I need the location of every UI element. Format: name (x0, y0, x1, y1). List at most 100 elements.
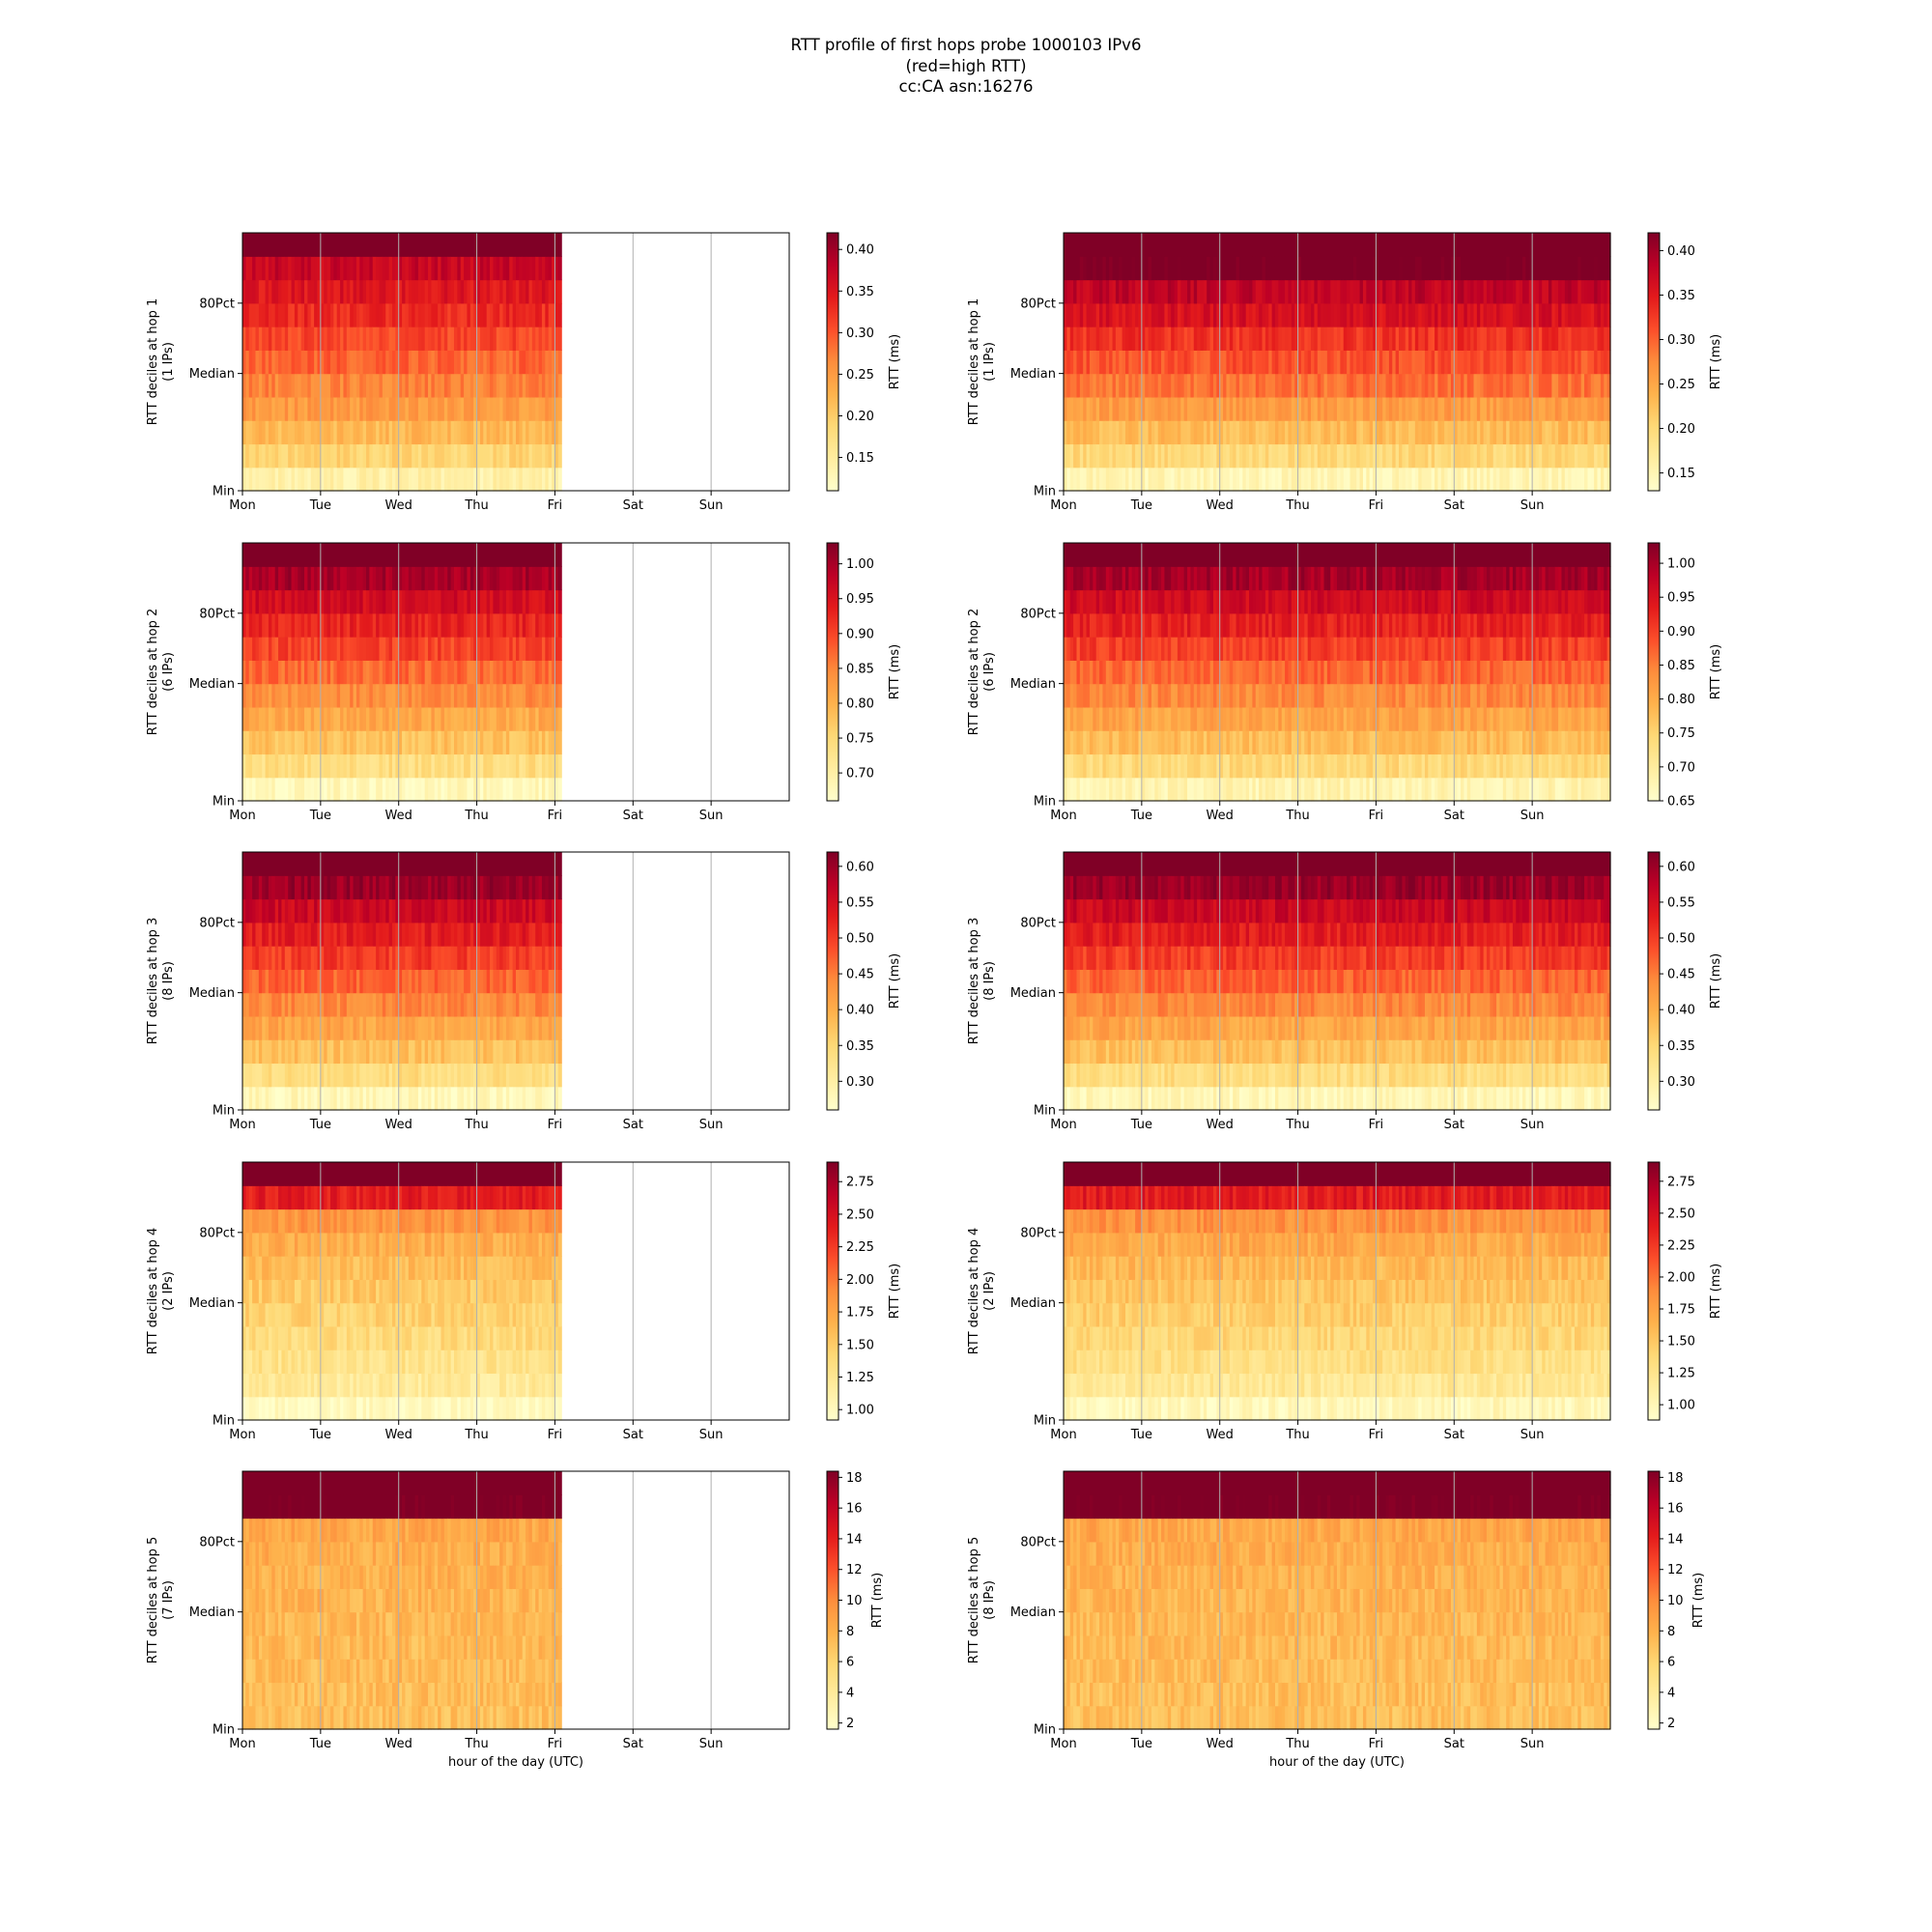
heatmap-cell (1580, 302, 1585, 327)
heatmap-cell (1333, 279, 1338, 304)
heatmap-cell (1255, 233, 1260, 257)
heatmap-cell (1285, 706, 1290, 731)
heatmap-cell (1236, 350, 1240, 375)
heatmap-cell (526, 543, 530, 567)
heatmap-cell (405, 279, 410, 304)
heatmap-cell (486, 660, 491, 685)
heatmap-cell (1183, 730, 1188, 755)
heatmap-cell (1297, 730, 1302, 755)
heatmap-cell (1590, 467, 1595, 492)
heatmap-cell (545, 420, 550, 445)
heatmap-cell (355, 279, 360, 304)
heatmap-cell (402, 233, 407, 257)
heatmap-cell (467, 660, 471, 685)
heatmap-cell (483, 612, 488, 638)
heatmap-cell (1219, 660, 1224, 685)
heatmap-cell (336, 443, 341, 469)
heatmap-cell (395, 350, 400, 375)
heatmap-cell (1359, 279, 1364, 304)
heatmap-cell (1516, 350, 1520, 375)
heatmap-cell (1291, 566, 1295, 591)
heatmap-cell (391, 327, 396, 351)
heatmap-cell (538, 777, 543, 802)
heatmap-cell (541, 443, 546, 469)
heatmap-cell (479, 683, 484, 708)
heatmap-cell (1180, 302, 1185, 327)
heatmap-cell (1203, 660, 1208, 685)
heatmap-cell (440, 543, 445, 567)
heatmap-cell (1135, 302, 1140, 327)
heatmap-cell (1554, 420, 1559, 445)
heatmap-cell (1073, 612, 1078, 638)
heatmap-cell (1079, 589, 1084, 614)
heatmap-cell (460, 233, 465, 257)
heatmap-cell (317, 589, 322, 614)
heatmap-cell (1317, 327, 1321, 351)
heatmap-cell (300, 467, 305, 492)
heatmap-cell (1167, 683, 1172, 708)
heatmap-cell (1307, 589, 1312, 614)
heatmap-cell (1561, 350, 1566, 375)
heatmap-cell (1141, 777, 1146, 802)
heatmap-cell (509, 373, 514, 398)
heatmap-cell (252, 543, 257, 567)
heatmap-cell (324, 753, 328, 779)
heatmap-cell (1099, 350, 1104, 375)
heatmap-cell (1148, 396, 1152, 421)
heatmap-cell (1141, 730, 1146, 755)
heatmap-cell (1418, 443, 1423, 469)
heatmap-cell (1369, 373, 1374, 398)
heatmap-cell (1356, 420, 1361, 445)
heatmap-cell (265, 566, 270, 591)
heatmap-cell (327, 443, 331, 469)
heatmap-cell (317, 467, 322, 492)
heatmap-cell (1350, 350, 1354, 375)
heatmap-cell (258, 637, 263, 661)
heatmap-cell (531, 777, 536, 802)
heatmap-cell (1203, 302, 1208, 327)
heatmap-cell (271, 279, 276, 304)
heatmap-cell (288, 233, 293, 257)
heatmap-cell (1408, 233, 1413, 257)
heatmap-cell (1086, 233, 1091, 257)
heatmap-cell (395, 730, 400, 755)
heatmap-cell (1352, 256, 1357, 281)
heatmap-cell (252, 256, 257, 281)
heatmap-cell (1558, 396, 1563, 421)
heatmap-cell (1177, 443, 1181, 469)
heatmap-cell (248, 233, 253, 257)
heatmap-cell (395, 637, 400, 661)
heatmap-cell (1558, 327, 1563, 351)
heatmap-cell (1414, 233, 1419, 257)
heatmap-cell (255, 683, 260, 708)
heatmap-cell (1157, 706, 1162, 731)
heatmap-cell (1291, 730, 1295, 755)
heatmap-cell (1105, 589, 1110, 614)
heatmap-cell (1197, 753, 1202, 779)
heatmap-cell (526, 302, 530, 327)
heatmap-cell (1476, 467, 1481, 492)
heatmap-cell (1311, 279, 1316, 304)
heatmap-cell (1212, 683, 1217, 708)
heatmap-cell (1226, 589, 1231, 614)
heatmap-cell (434, 350, 439, 375)
heatmap-cell (1099, 706, 1104, 731)
heatmap-cell (1278, 612, 1283, 638)
heatmap-cell (340, 443, 345, 469)
heatmap-cell (1069, 420, 1074, 445)
heatmap-cell (1115, 753, 1120, 779)
heatmap-cell (434, 637, 439, 661)
heatmap-cell (1590, 302, 1595, 327)
heatmap-cell (1216, 777, 1221, 802)
heatmap-cell (248, 730, 253, 755)
heatmap-cell (1343, 396, 1348, 421)
heatmap-cell (490, 279, 495, 304)
heatmap-cell (298, 302, 302, 327)
heatmap-cell (274, 777, 279, 802)
heatmap-cell (434, 753, 439, 779)
heatmap-cell (317, 279, 322, 304)
heatmap-cell (284, 683, 289, 708)
heatmap-cell (258, 612, 263, 638)
heatmap-cell (284, 660, 289, 685)
heatmap-cell (1291, 279, 1295, 304)
